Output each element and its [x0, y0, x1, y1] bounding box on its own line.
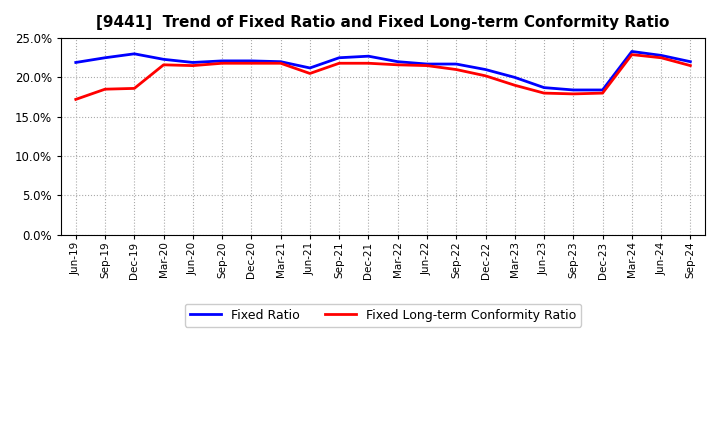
- Fixed Long-term Conformity Ratio: [217, 61, 226, 66]
- Fixed Long-term Conformity Ratio: [423, 63, 431, 68]
- Fixed Ratio: [217, 58, 226, 63]
- Fixed Ratio: [247, 58, 256, 63]
- Fixed Long-term Conformity Ratio: [335, 61, 343, 66]
- Fixed Long-term Conformity Ratio: [510, 83, 519, 88]
- Fixed Long-term Conformity Ratio: [101, 87, 109, 92]
- Fixed Long-term Conformity Ratio: [71, 97, 80, 102]
- Fixed Ratio: [364, 54, 373, 59]
- Legend: Fixed Ratio, Fixed Long-term Conformity Ratio: Fixed Ratio, Fixed Long-term Conformity …: [185, 304, 581, 326]
- Line: Fixed Long-term Conformity Ratio: Fixed Long-term Conformity Ratio: [76, 55, 690, 99]
- Fixed Ratio: [335, 55, 343, 60]
- Fixed Ratio: [686, 59, 695, 64]
- Fixed Long-term Conformity Ratio: [247, 61, 256, 66]
- Fixed Ratio: [71, 60, 80, 65]
- Fixed Ratio: [276, 59, 285, 64]
- Fixed Ratio: [159, 57, 168, 62]
- Fixed Long-term Conformity Ratio: [393, 62, 402, 67]
- Fixed Long-term Conformity Ratio: [540, 91, 549, 96]
- Fixed Ratio: [189, 60, 197, 65]
- Fixed Ratio: [569, 87, 577, 92]
- Fixed Long-term Conformity Ratio: [598, 91, 607, 96]
- Fixed Ratio: [305, 65, 314, 70]
- Fixed Ratio: [130, 51, 139, 56]
- Fixed Ratio: [510, 75, 519, 80]
- Fixed Long-term Conformity Ratio: [159, 62, 168, 67]
- Fixed Ratio: [101, 55, 109, 60]
- Fixed Ratio: [598, 87, 607, 92]
- Fixed Ratio: [393, 59, 402, 64]
- Fixed Ratio: [452, 62, 461, 67]
- Fixed Ratio: [540, 85, 549, 90]
- Fixed Long-term Conformity Ratio: [657, 55, 665, 60]
- Fixed Long-term Conformity Ratio: [130, 86, 139, 91]
- Fixed Long-term Conformity Ratio: [628, 52, 636, 57]
- Title: [9441]  Trend of Fixed Ratio and Fixed Long-term Conformity Ratio: [9441] Trend of Fixed Ratio and Fixed Lo…: [96, 15, 670, 30]
- Line: Fixed Ratio: Fixed Ratio: [76, 51, 690, 90]
- Fixed Long-term Conformity Ratio: [305, 71, 314, 76]
- Fixed Long-term Conformity Ratio: [481, 73, 490, 78]
- Fixed Ratio: [423, 62, 431, 67]
- Fixed Long-term Conformity Ratio: [569, 91, 577, 96]
- Fixed Ratio: [657, 53, 665, 58]
- Fixed Long-term Conformity Ratio: [189, 63, 197, 68]
- Fixed Long-term Conformity Ratio: [686, 63, 695, 68]
- Fixed Long-term Conformity Ratio: [276, 61, 285, 66]
- Fixed Long-term Conformity Ratio: [364, 61, 373, 66]
- Fixed Ratio: [481, 67, 490, 72]
- Fixed Long-term Conformity Ratio: [452, 67, 461, 72]
- Fixed Ratio: [628, 49, 636, 54]
